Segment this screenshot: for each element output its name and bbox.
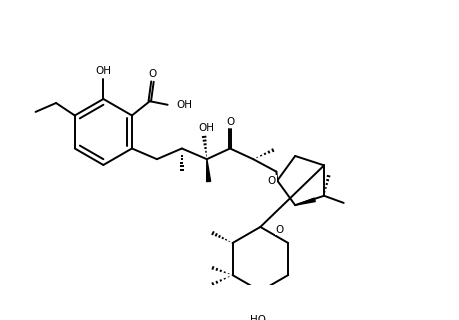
Polygon shape [295,198,314,205]
Text: O: O [148,69,156,79]
Text: O: O [225,117,234,127]
Polygon shape [206,159,210,182]
Text: OH: OH [95,66,111,76]
Text: O: O [275,225,283,235]
Text: HO: HO [249,315,265,320]
Text: O: O [267,176,275,186]
Text: OH: OH [176,100,192,110]
Text: OH: OH [198,123,214,133]
